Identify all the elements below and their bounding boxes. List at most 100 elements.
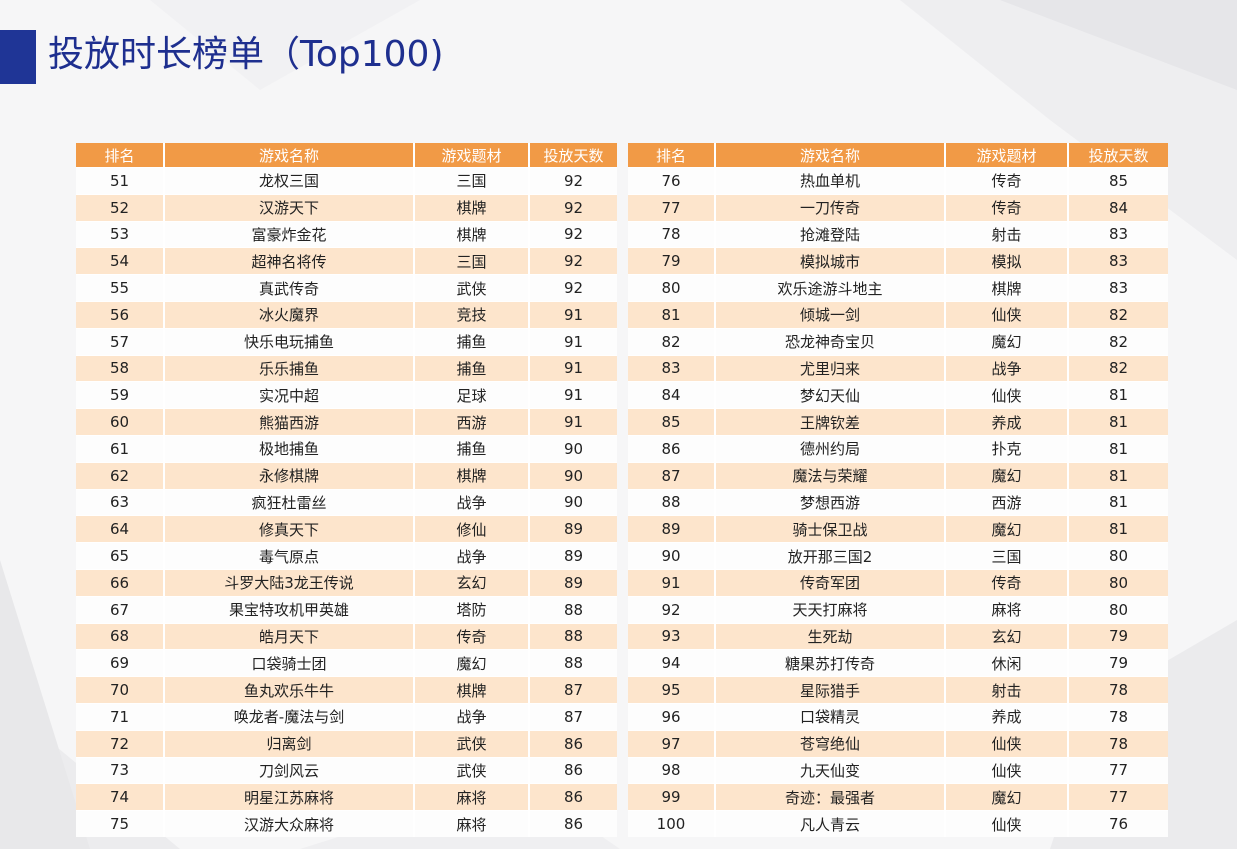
cell-genre: 西游 [945, 488, 1069, 516]
table-header-row: 排名 游戏名称 游戏题材 投放天数 [628, 143, 1168, 168]
cell-game-name: 明星江苏麻将 [164, 783, 415, 811]
cell-genre: 捕鱼 [414, 434, 530, 463]
cell-rank: 54 [76, 247, 165, 275]
cell-rank: 71 [76, 702, 165, 731]
cell-days: 77 [1068, 756, 1168, 784]
cell-game-name: 一刀传奇 [715, 193, 946, 222]
cell-genre: 魔幻 [945, 327, 1069, 356]
cell-genre: 战争 [414, 542, 530, 570]
cell-rank: 96 [628, 702, 716, 731]
table-row: 68 皓月天下 传奇 88 [76, 622, 617, 650]
cell-days: 87 [529, 702, 617, 731]
cell-rank: 100 [628, 810, 716, 837]
cell-rank: 85 [628, 408, 716, 436]
table-row: 76 热血单机 传奇 85 [628, 167, 1168, 195]
table-row: 65 毒气原点 战争 89 [76, 542, 617, 570]
table-row: 89 骑士保卫战 魔幻 81 [628, 515, 1168, 543]
cell-game-name: 乐乐捕鱼 [164, 354, 415, 382]
table-row: 80 欢乐途游斗地主 棋牌 83 [628, 274, 1168, 302]
cell-days: 88 [529, 622, 617, 650]
cell-genre: 仙侠 [945, 756, 1069, 784]
cell-days: 78 [1068, 729, 1168, 758]
cell-days: 89 [529, 542, 617, 570]
table-row: 88 梦想西游 西游 81 [628, 488, 1168, 516]
cell-genre: 塔防 [414, 595, 530, 624]
table-row: 79 模拟城市 模拟 83 [628, 247, 1168, 275]
cell-genre: 传奇 [945, 167, 1069, 195]
cell-genre: 养成 [945, 408, 1069, 436]
cell-game-name: 汉游天下 [164, 193, 415, 222]
table-row: 78 抢滩登陆 射击 83 [628, 220, 1168, 248]
cell-game-name: 模拟城市 [715, 247, 946, 275]
cell-rank: 58 [76, 354, 165, 382]
cell-rank: 82 [628, 327, 716, 356]
cell-game-name: 凡人青云 [715, 810, 946, 837]
cell-rank: 51 [76, 167, 165, 195]
cell-days: 80 [1068, 568, 1168, 597]
cell-genre: 麻将 [414, 783, 530, 811]
cell-genre: 战争 [945, 354, 1069, 382]
cell-days: 86 [529, 783, 617, 811]
cell-game-name: 极地捕鱼 [164, 434, 415, 463]
cell-game-name: 王牌钦差 [715, 408, 946, 436]
table-row: 97 苍穹绝仙 仙侠 78 [628, 729, 1168, 758]
cell-days: 89 [529, 568, 617, 597]
cell-game-name: 毒气原点 [164, 542, 415, 570]
cell-game-name: 汉游大众麻将 [164, 810, 415, 837]
cell-game-name: 放开那三国2 [715, 542, 946, 570]
header-days: 投放天数 [529, 143, 617, 168]
cell-genre: 玄幻 [414, 568, 530, 597]
header-genre: 游戏题材 [414, 143, 530, 168]
header-name: 游戏名称 [715, 143, 946, 168]
cell-genre: 捕鱼 [414, 327, 530, 356]
cell-days: 81 [1068, 515, 1168, 543]
cell-days: 92 [529, 193, 617, 222]
cell-game-name: 恐龙神奇宝贝 [715, 327, 946, 356]
cell-rank: 68 [76, 622, 165, 650]
cell-game-name: 富豪炸金花 [164, 220, 415, 248]
cell-genre: 传奇 [414, 622, 530, 650]
cell-game-name: 冰火魔界 [164, 300, 415, 329]
cell-days: 86 [529, 810, 617, 837]
cell-game-name: 梦想西游 [715, 488, 946, 516]
cell-rank: 74 [76, 783, 165, 811]
cell-days: 81 [1068, 461, 1168, 490]
cell-days: 88 [529, 649, 617, 677]
cell-rank: 89 [628, 515, 716, 543]
cell-game-name: 星际猎手 [715, 676, 946, 704]
cell-days: 78 [1068, 702, 1168, 731]
cell-game-name: 实况中超 [164, 381, 415, 409]
cell-rank: 98 [628, 756, 716, 784]
cell-game-name: 皓月天下 [164, 622, 415, 650]
table-row: 63 疯狂杜雷丝 战争 90 [76, 488, 617, 516]
table-row: 71 唤龙者-魔法与剑 战争 87 [76, 702, 617, 731]
cell-days: 88 [529, 595, 617, 624]
cell-genre: 竞技 [414, 300, 530, 329]
header-name: 游戏名称 [164, 143, 415, 168]
cell-days: 81 [1068, 408, 1168, 436]
table-row: 75 汉游大众麻将 麻将 86 [76, 810, 617, 837]
cell-rank: 61 [76, 434, 165, 463]
table-row: 99 奇迹：最强者 魔幻 77 [628, 783, 1168, 811]
table-row: 66 斗罗大陆3龙王传说 玄幻 89 [76, 568, 617, 597]
cell-game-name: 苍穹绝仙 [715, 729, 946, 758]
table-row: 91 传奇军团 传奇 80 [628, 568, 1168, 597]
cell-rank: 66 [76, 568, 165, 597]
cell-rank: 84 [628, 381, 716, 409]
cell-days: 91 [529, 408, 617, 436]
cell-genre: 魔幻 [945, 515, 1069, 543]
cell-rank: 69 [76, 649, 165, 677]
cell-rank: 55 [76, 274, 165, 302]
cell-genre: 传奇 [945, 568, 1069, 597]
cell-game-name: 果宝特攻机甲英雄 [164, 595, 415, 624]
cell-genre: 修仙 [414, 515, 530, 543]
cell-rank: 90 [628, 542, 716, 570]
cell-game-name: 倾城一剑 [715, 300, 946, 329]
cell-days: 82 [1068, 327, 1168, 356]
cell-days: 92 [529, 220, 617, 248]
cell-genre: 仙侠 [945, 300, 1069, 329]
cell-days: 82 [1068, 300, 1168, 329]
cell-rank: 79 [628, 247, 716, 275]
table-row: 69 口袋骑士团 魔幻 88 [76, 649, 617, 677]
cell-game-name: 德州约局 [715, 434, 946, 463]
